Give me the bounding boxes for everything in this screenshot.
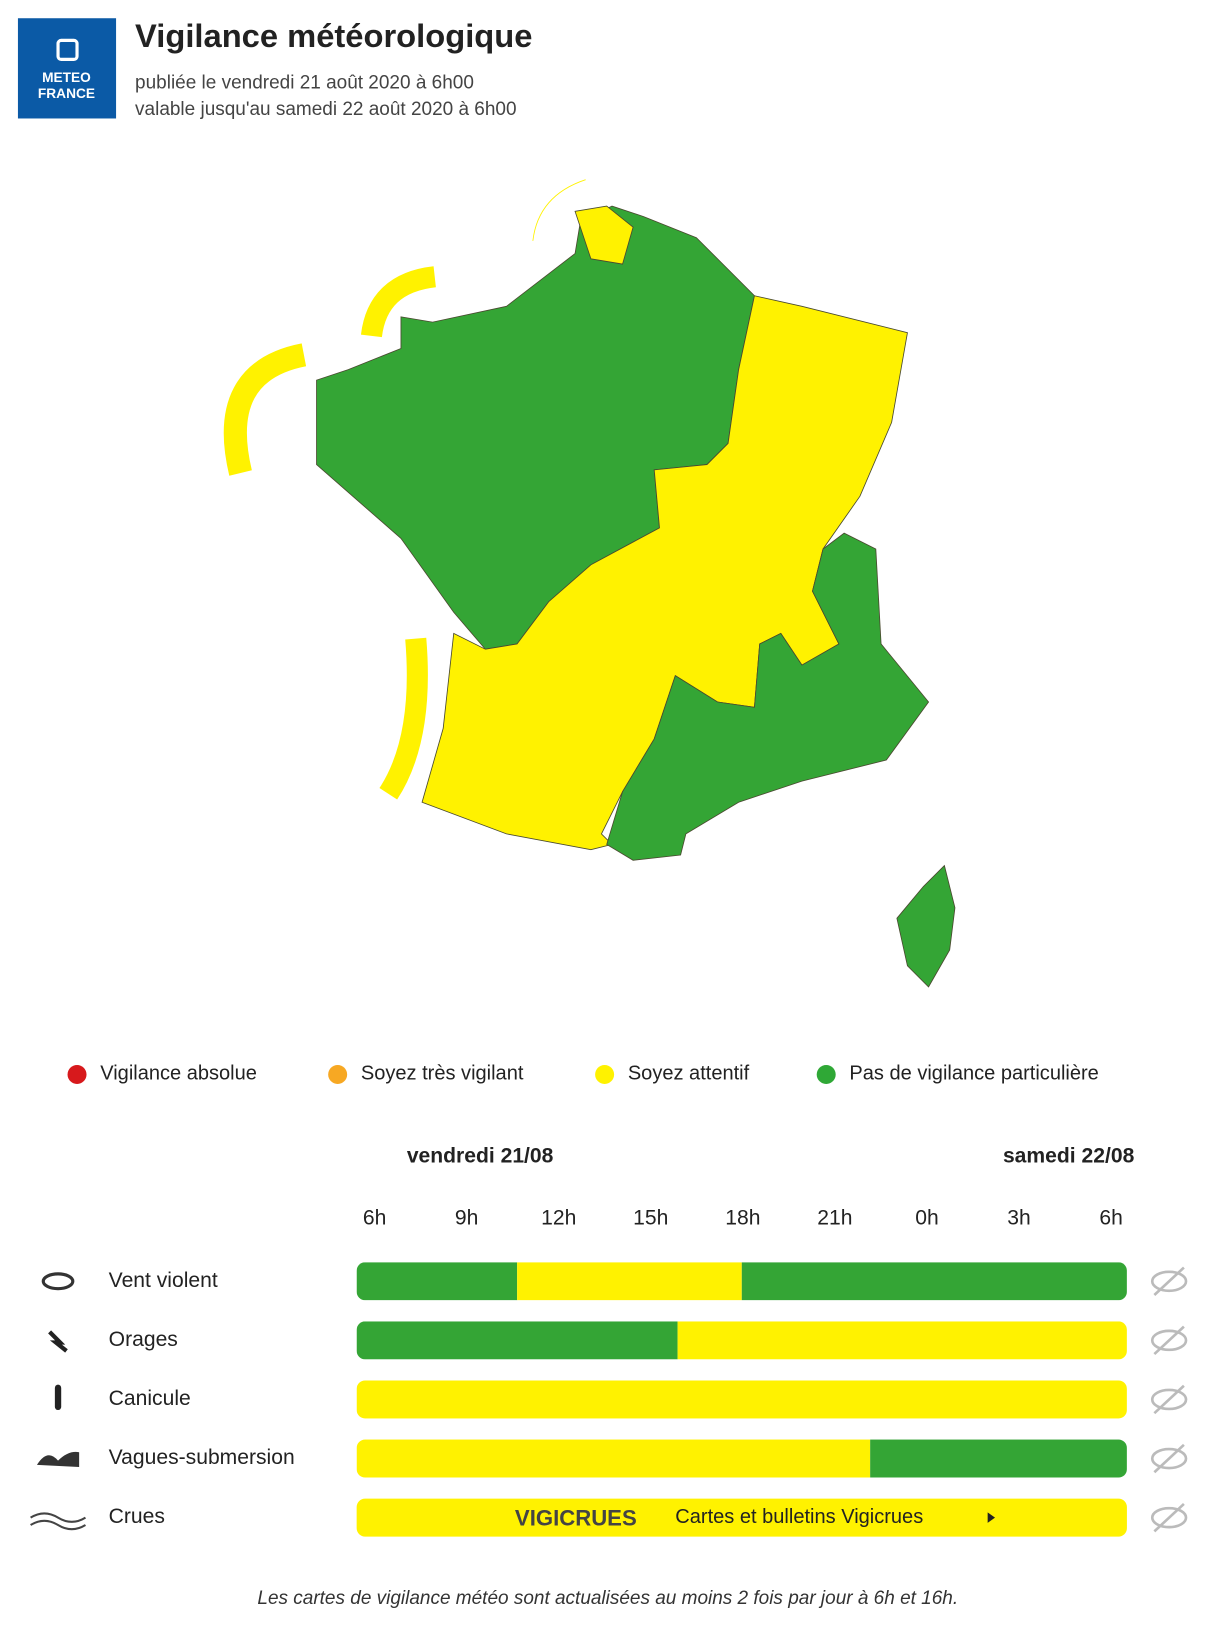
vigicrues-link[interactable]: Cartes et bulletins Vigicrues [675,1506,923,1528]
map [223,179,956,988]
hidden-icon[interactable] [1150,1388,1188,1411]
row-icon [30,1512,87,1531]
icon-shape [41,1272,75,1291]
row-icon [36,1451,80,1467]
icon-shape [48,1330,68,1353]
legend-label: Soyez attentif [628,1063,750,1085]
crues-bar[interactable] [356,1498,1127,1537]
day-label: vendredi 21/08 [407,1144,554,1167]
vigilance-segment [356,1439,871,1478]
footer-note: Les cartes de vigilance météo sont actua… [257,1588,958,1609]
icon-shape [36,1451,80,1467]
row-icon [41,1272,75,1291]
green-zone[interactable] [896,864,956,988]
vigilance-segment [517,1262,742,1301]
vigilance-segment [677,1321,1127,1360]
legend-label: Pas de vigilance particulière [849,1063,1098,1085]
hour-label: 6h [1099,1207,1122,1230]
hidden-icon[interactable] [1150,1329,1188,1352]
day-label: samedi 22/08 [1003,1144,1135,1167]
legend-dot [595,1064,615,1084]
legend-label: Soyez très vigilant [361,1063,524,1085]
hidden-icon [1153,1443,1185,1474]
hour-label: 18h [725,1207,760,1230]
vigilance-segment [870,1439,1127,1478]
vigicrues-brand: VIGICRUES [515,1506,637,1531]
coast-zone [532,179,586,241]
vigilance-segment [356,1380,1127,1419]
row-name: Vagues-submersion [109,1446,295,1469]
icon-shape [54,1384,62,1411]
legend: Vigilance absolue Soyez très vigilant Soye… [67,1063,1099,1085]
hour-label: 9h [455,1207,478,1230]
logo-text: METEO [42,70,91,85]
timeline: vendredi 21/08 samedi 22/08 6h 9h 12h 15h 18h 2… [30,1144,1188,1537]
valid: valable jusqu'au samedi 22 août 2020 à 6… [135,99,517,120]
hidden-icon[interactable] [1150,1270,1188,1293]
hour-label: 6h [363,1207,386,1230]
hidden-icon [1153,1384,1185,1415]
vigilance-segment [356,1321,678,1360]
hour-label: 0h [915,1207,938,1230]
legend-dot [67,1064,87,1084]
logo [17,18,117,119]
hidden-icon [1153,1325,1185,1356]
row-icon [54,1384,62,1411]
hour-label: 3h [1007,1207,1030,1230]
coast-zone [379,637,428,800]
coast-zone [360,266,437,338]
legend-dot [816,1064,836,1084]
row-name: Vent violent [109,1269,218,1292]
green-zone[interactable] [606,532,930,861]
legend-dot [328,1064,348,1084]
hidden-icon [1153,1266,1185,1296]
hidden-icon[interactable] [1150,1447,1188,1470]
row-name: Canicule [109,1387,191,1410]
vigilance-segment [356,1262,518,1301]
hidden-icon[interactable] [1150,1506,1188,1529]
logo-icon [56,38,79,61]
icon-shape [30,1512,87,1531]
row-name: Crues [109,1505,165,1528]
hour-label: 21h [817,1207,852,1230]
link-arrow [987,1512,996,1523]
hour-label: 15h [633,1207,668,1230]
title: Vigilance météorologique [135,17,532,54]
published: publiée le vendredi 21 août 2020 à 6h00 [135,73,474,94]
hidden-icon [1153,1502,1185,1533]
legend-label: Vigilance absolue [100,1063,257,1085]
coast-zone [223,343,307,476]
row-icon [48,1330,68,1353]
hour-label: 12h [541,1207,576,1230]
yellow-zone[interactable] [574,205,634,265]
vigilance-segment [741,1262,1127,1301]
logo-text: FRANCE [38,86,95,101]
row-name: Orages [109,1328,178,1351]
